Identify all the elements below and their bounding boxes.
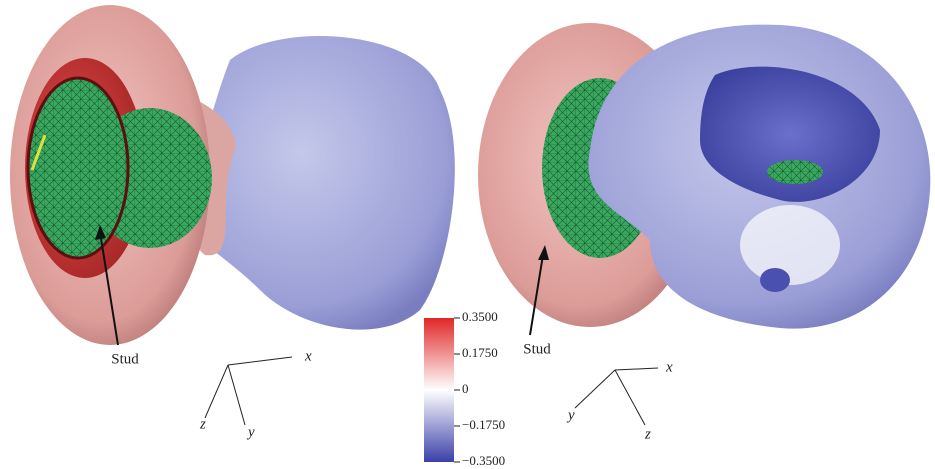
right-render: [478, 23, 930, 329]
left-render: [10, 5, 455, 345]
axis-label: y: [246, 424, 255, 440]
stud-label: Stud: [111, 351, 139, 367]
axis-label: x: [665, 359, 673, 375]
colorbar-gradient: [424, 318, 454, 462]
tick-label: −0.3500: [462, 453, 505, 468]
stud-label: Stud: [523, 341, 551, 357]
axis-label: z: [644, 426, 651, 442]
tick-label: 0.3500: [462, 309, 498, 324]
tick-label: 0: [462, 381, 469, 396]
tick-label: −0.1750: [462, 417, 505, 432]
figure: Stud x z y Stud x y z 0.3500 0.1750 0 −0.17…: [0, 0, 935, 469]
axis-label: z: [199, 416, 206, 432]
axis-label: y: [566, 407, 575, 423]
tick-label: 0.1750: [462, 345, 498, 360]
colorbar: 0.3500 0.1750 0 −0.1750 −0.3500: [424, 309, 505, 468]
axis-label: x: [304, 348, 312, 364]
